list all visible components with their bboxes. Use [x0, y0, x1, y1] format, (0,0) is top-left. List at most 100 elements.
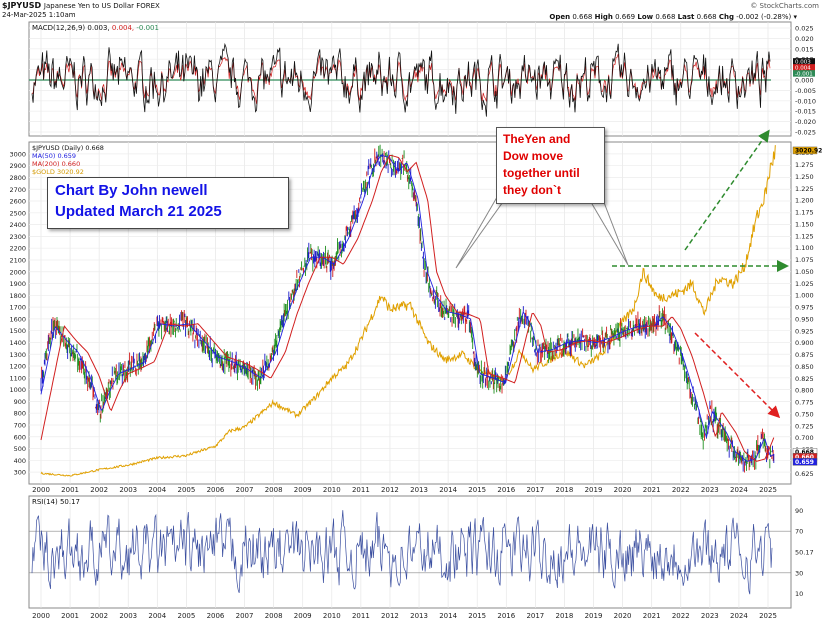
gold-y-tick: 1800 — [9, 292, 26, 300]
price-last-tag — [792, 458, 818, 466]
macd-y-tick: -0.020 — [795, 118, 816, 126]
jpy-y-tick: 0.875 — [795, 351, 814, 359]
rsi-y-tick: 90 — [795, 507, 803, 515]
x-tick-label: 2002 — [90, 486, 108, 494]
macd-signal-value: 0.004, — [111, 24, 135, 32]
jpy-y-tick: 0.900 — [795, 339, 814, 347]
x-tick-label: 2007 — [236, 486, 254, 494]
macd-last-label: 0.003 — [795, 59, 811, 65]
jpy-y-tick: 0.950 — [795, 315, 814, 323]
x-tick-label-rsi: 2021 — [643, 612, 661, 620]
x-tick-label: 2018 — [556, 486, 574, 494]
jpy-y-tick: 1.175 — [795, 209, 814, 217]
x-tick-label: 2003 — [119, 486, 137, 494]
jpy-y-tick: 1.000 — [795, 292, 814, 300]
gold-y-tick: 1500 — [9, 327, 26, 335]
x-tick-label: 2008 — [265, 486, 283, 494]
gold-y-tick: 1300 — [9, 351, 26, 359]
x-tick-label: 2024 — [730, 486, 748, 494]
gold-y-tick: 300 — [14, 469, 26, 477]
x-tick-label-rsi: 2004 — [148, 612, 166, 620]
macd-y-tick: -0.015 — [795, 108, 816, 116]
price-last-tag — [792, 146, 818, 155]
annotation-line-1: TheYen and — [503, 132, 571, 146]
x-tick-label: 2020 — [614, 486, 632, 494]
jpy-y-tick: 0.850 — [795, 363, 814, 371]
x-tick-label-rsi: 2007 — [236, 612, 254, 620]
rsi-y-tick: 70 — [795, 528, 803, 536]
chart-date: 24-Mar-2025 1:10am — [2, 11, 76, 19]
x-tick-label: 2016 — [497, 486, 515, 494]
x-tick-label-rsi: 2014 — [439, 612, 457, 620]
gold-y-tick: 2400 — [9, 221, 26, 229]
x-tick-label: 2014 — [439, 486, 457, 494]
gold-y-tick: 800 — [14, 410, 26, 418]
chg-label: Chg — [718, 13, 734, 21]
x-tick-label: 2021 — [643, 486, 661, 494]
author-line: Chart By John newell — [55, 182, 208, 199]
jpy-y-tick: 1.275 — [795, 161, 814, 169]
rsi-y-tick: 30 — [795, 569, 803, 577]
gold-y-tick: 2900 — [9, 162, 26, 170]
jpy-y-tick: 1.025 — [795, 280, 814, 288]
gold-y-tick: 2600 — [9, 198, 26, 206]
jpy-y-tick: 1.125 — [795, 232, 814, 240]
annotation-line-3: together until — [503, 166, 580, 180]
gold-y-tick: 1700 — [9, 304, 26, 312]
x-tick-label: 2012 — [381, 486, 399, 494]
symbol-name: Japanese Yen to US Dollar FOREX — [43, 2, 160, 10]
x-tick-label-rsi: 2019 — [585, 612, 603, 620]
author-annotation-box: Chart By John newell Updated March 21 20… — [47, 177, 289, 229]
gold-legend: $GOLD 3020.92 — [32, 168, 84, 176]
x-tick-label: 2010 — [323, 486, 341, 494]
x-tick-label-rsi: 2024 — [730, 612, 748, 620]
macd-legend: MACD(12,26,9) 0.003, 0.004, -0.001 — [32, 24, 159, 32]
updated-line: Updated March 21 2025 — [55, 203, 222, 220]
low-value: 0.668 — [655, 13, 676, 21]
macd-y-tick: 0.015 — [795, 45, 814, 53]
x-tick-label-rsi: 2002 — [90, 612, 108, 620]
x-tick-label: 2017 — [526, 486, 544, 494]
macd-y-tick: 0.000 — [795, 77, 814, 85]
x-tick-label-rsi: 2011 — [352, 612, 370, 620]
macd-line — [31, 42, 771, 117]
x-tick-label-rsi: 2016 — [497, 612, 515, 620]
macd-legend-label: MACD(12,26,9) 0.003, — [32, 24, 110, 32]
high-label: High — [594, 13, 613, 21]
gold-y-tick: 2000 — [9, 268, 26, 276]
gold-y-tick: 900 — [14, 398, 26, 406]
annotation-line-4: they don`t — [503, 183, 561, 197]
jpy-y-tick: 0.975 — [795, 304, 814, 312]
price-legend: $JPYUSD (Daily) 0.668 MA(50) 0.659 MA(20… — [32, 144, 104, 176]
x-tick-label: 2025 — [759, 486, 777, 494]
callout-pointers — [455, 191, 629, 269]
jpy-y-tick: 1.150 — [795, 220, 814, 228]
macd-last-tag — [793, 70, 815, 77]
x-tick-label: 2022 — [672, 486, 690, 494]
x-tick-label: 2009 — [294, 486, 312, 494]
rsi-y-tick: 50.17 — [795, 548, 814, 556]
x-tick-label-rsi: 2006 — [207, 612, 225, 620]
jpy-y-tick: 0.775 — [795, 399, 814, 407]
jpy-y-tick: 1.050 — [795, 268, 814, 276]
x-tick-label: 2006 — [207, 486, 225, 494]
x-tick-label-rsi: 2003 — [119, 612, 137, 620]
gold-y-tick: 2800 — [9, 174, 26, 182]
macd-last-label: -0.001 — [795, 71, 813, 77]
price-legend-label: $JPYUSD (Daily) 0.668 — [32, 144, 104, 152]
x-tick-label-rsi: 2022 — [672, 612, 690, 620]
price-last-label: 0.660 — [795, 454, 814, 461]
chg-value: -0.002 (-0.28%) — [736, 13, 792, 21]
gold-y-tick: 3000 — [9, 150, 26, 158]
symbol: $JPYUSD — [2, 1, 42, 10]
jpy-y-tick: 0.725 — [795, 422, 814, 430]
macd-last-tag — [793, 58, 815, 65]
gold-y-tick: 2300 — [9, 233, 26, 241]
jpy-y-tick: 1.225 — [795, 185, 814, 193]
x-tick-label-rsi: 2017 — [526, 612, 544, 620]
jpy-y-tick: 1.250 — [795, 173, 814, 181]
jpy-y-tick: 0.800 — [795, 387, 814, 395]
macd-y-tick: -0.005 — [795, 87, 816, 95]
